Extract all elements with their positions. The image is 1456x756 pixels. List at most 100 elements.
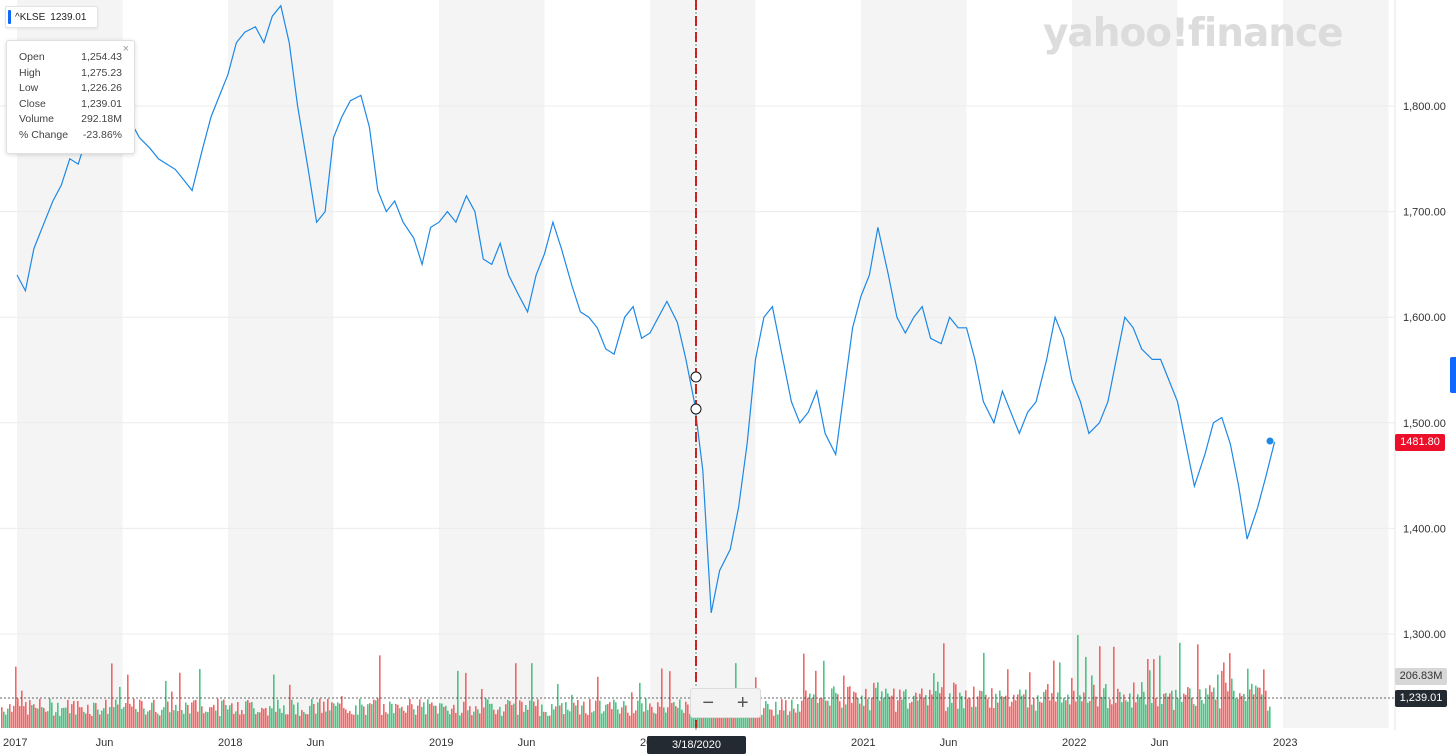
volume-bar	[595, 700, 597, 728]
volume-bar	[1039, 701, 1041, 728]
volume-bar	[577, 699, 579, 728]
volume-bar	[1179, 642, 1181, 728]
volume-bar	[153, 699, 155, 728]
volume-bar	[195, 700, 197, 728]
volume-bar	[361, 704, 363, 728]
zoom-in-button[interactable]: +	[736, 692, 749, 714]
volume-bar	[893, 688, 895, 728]
volume-bar	[111, 663, 113, 728]
volume-bar	[247, 699, 249, 728]
volume-bar	[297, 702, 299, 728]
volume-bar	[139, 699, 141, 728]
volume-bar	[799, 711, 801, 728]
volume-bar	[19, 706, 21, 728]
x-tick-label: 2019	[429, 737, 453, 749]
volume-bar	[597, 676, 599, 728]
volume-bar	[221, 700, 223, 728]
tooltip-value: 1,254.43	[81, 51, 122, 63]
volume-bar	[555, 706, 557, 728]
volume-bar	[203, 713, 205, 728]
volume-bar	[215, 710, 217, 728]
volume-bar	[1197, 644, 1199, 728]
volume-bar	[905, 689, 907, 728]
x-tick-label: Jun	[518, 737, 536, 749]
volume-bar	[533, 701, 535, 728]
side-panel-handle[interactable]	[1450, 357, 1456, 393]
volume-bar	[967, 698, 969, 728]
volume-bar	[897, 700, 899, 728]
volume-bar	[961, 696, 963, 728]
volume-bar	[739, 715, 741, 728]
volume-bar	[457, 670, 459, 728]
volume-bar	[373, 699, 375, 728]
volume-bar	[1019, 689, 1021, 728]
volume-bar	[819, 698, 821, 728]
volume-bar	[367, 704, 369, 728]
volume-bar	[813, 694, 815, 728]
volume-bar	[1085, 656, 1087, 728]
volume-bar	[683, 712, 685, 728]
volume-bar	[477, 709, 479, 728]
volume-bar	[689, 713, 691, 728]
volume-bar	[1187, 687, 1189, 728]
volume-bar	[817, 702, 819, 728]
volume-bar	[175, 704, 177, 728]
volume-bar	[861, 695, 863, 728]
volume-bar	[573, 702, 575, 728]
volume-bar	[449, 714, 451, 728]
volume-bar	[529, 700, 531, 728]
volume-bar	[831, 688, 833, 728]
volume-bar	[145, 714, 147, 728]
volume-bar	[993, 708, 995, 728]
volume-bar	[565, 702, 567, 728]
volume-bar	[1101, 696, 1103, 728]
volume-bar	[633, 713, 635, 728]
volume-bar	[513, 703, 515, 728]
volume-bar	[797, 704, 799, 728]
volume-bar	[287, 714, 289, 728]
volume-bar	[855, 692, 857, 728]
volume-bar	[931, 694, 933, 728]
volume-bar	[1223, 662, 1225, 728]
volume-bar	[805, 690, 807, 728]
volume-bar	[721, 712, 723, 728]
volume-bar	[57, 702, 59, 728]
tooltip-row-open: Open 1,254.43	[7, 50, 134, 66]
volume-bar	[669, 671, 671, 728]
volume-bar	[219, 715, 221, 728]
volume-bar	[535, 706, 537, 728]
ticker-badge[interactable]: ^KLSE 1239.01	[5, 6, 99, 28]
volume-bar	[801, 700, 803, 728]
year-band	[439, 0, 545, 728]
volume-bar	[709, 713, 711, 728]
volume-bar	[913, 695, 915, 728]
volume-bar	[1175, 689, 1177, 728]
volume-bar	[85, 713, 87, 728]
volume-bar	[1009, 706, 1011, 728]
x-tick-label: 2018	[218, 737, 242, 749]
volume-bar	[953, 682, 955, 728]
zoom-out-button[interactable]: −	[702, 692, 715, 714]
volume-bar	[833, 686, 835, 728]
volume-bar	[625, 705, 627, 728]
volume-bar	[639, 682, 641, 728]
volume-bar	[357, 714, 359, 728]
volume-bar	[1261, 694, 1263, 728]
x-tick-label: Jun	[1151, 737, 1169, 749]
volume-bar	[101, 710, 103, 728]
volume-bar	[511, 705, 513, 728]
volume-bar	[433, 705, 435, 728]
volume-bar	[1053, 660, 1055, 728]
volume-bar	[1159, 655, 1161, 728]
volume-bar	[93, 702, 95, 728]
volume-bar	[337, 702, 339, 728]
volume-bar	[1079, 695, 1081, 728]
last-price-flag: 1481.80	[1395, 434, 1445, 451]
volume-bar	[773, 715, 775, 728]
volume-bar	[1089, 700, 1091, 728]
volume-bar	[1067, 694, 1069, 728]
close-icon[interactable]: ×	[122, 43, 129, 55]
volume-bar	[369, 703, 371, 728]
volume-bar	[947, 707, 949, 728]
